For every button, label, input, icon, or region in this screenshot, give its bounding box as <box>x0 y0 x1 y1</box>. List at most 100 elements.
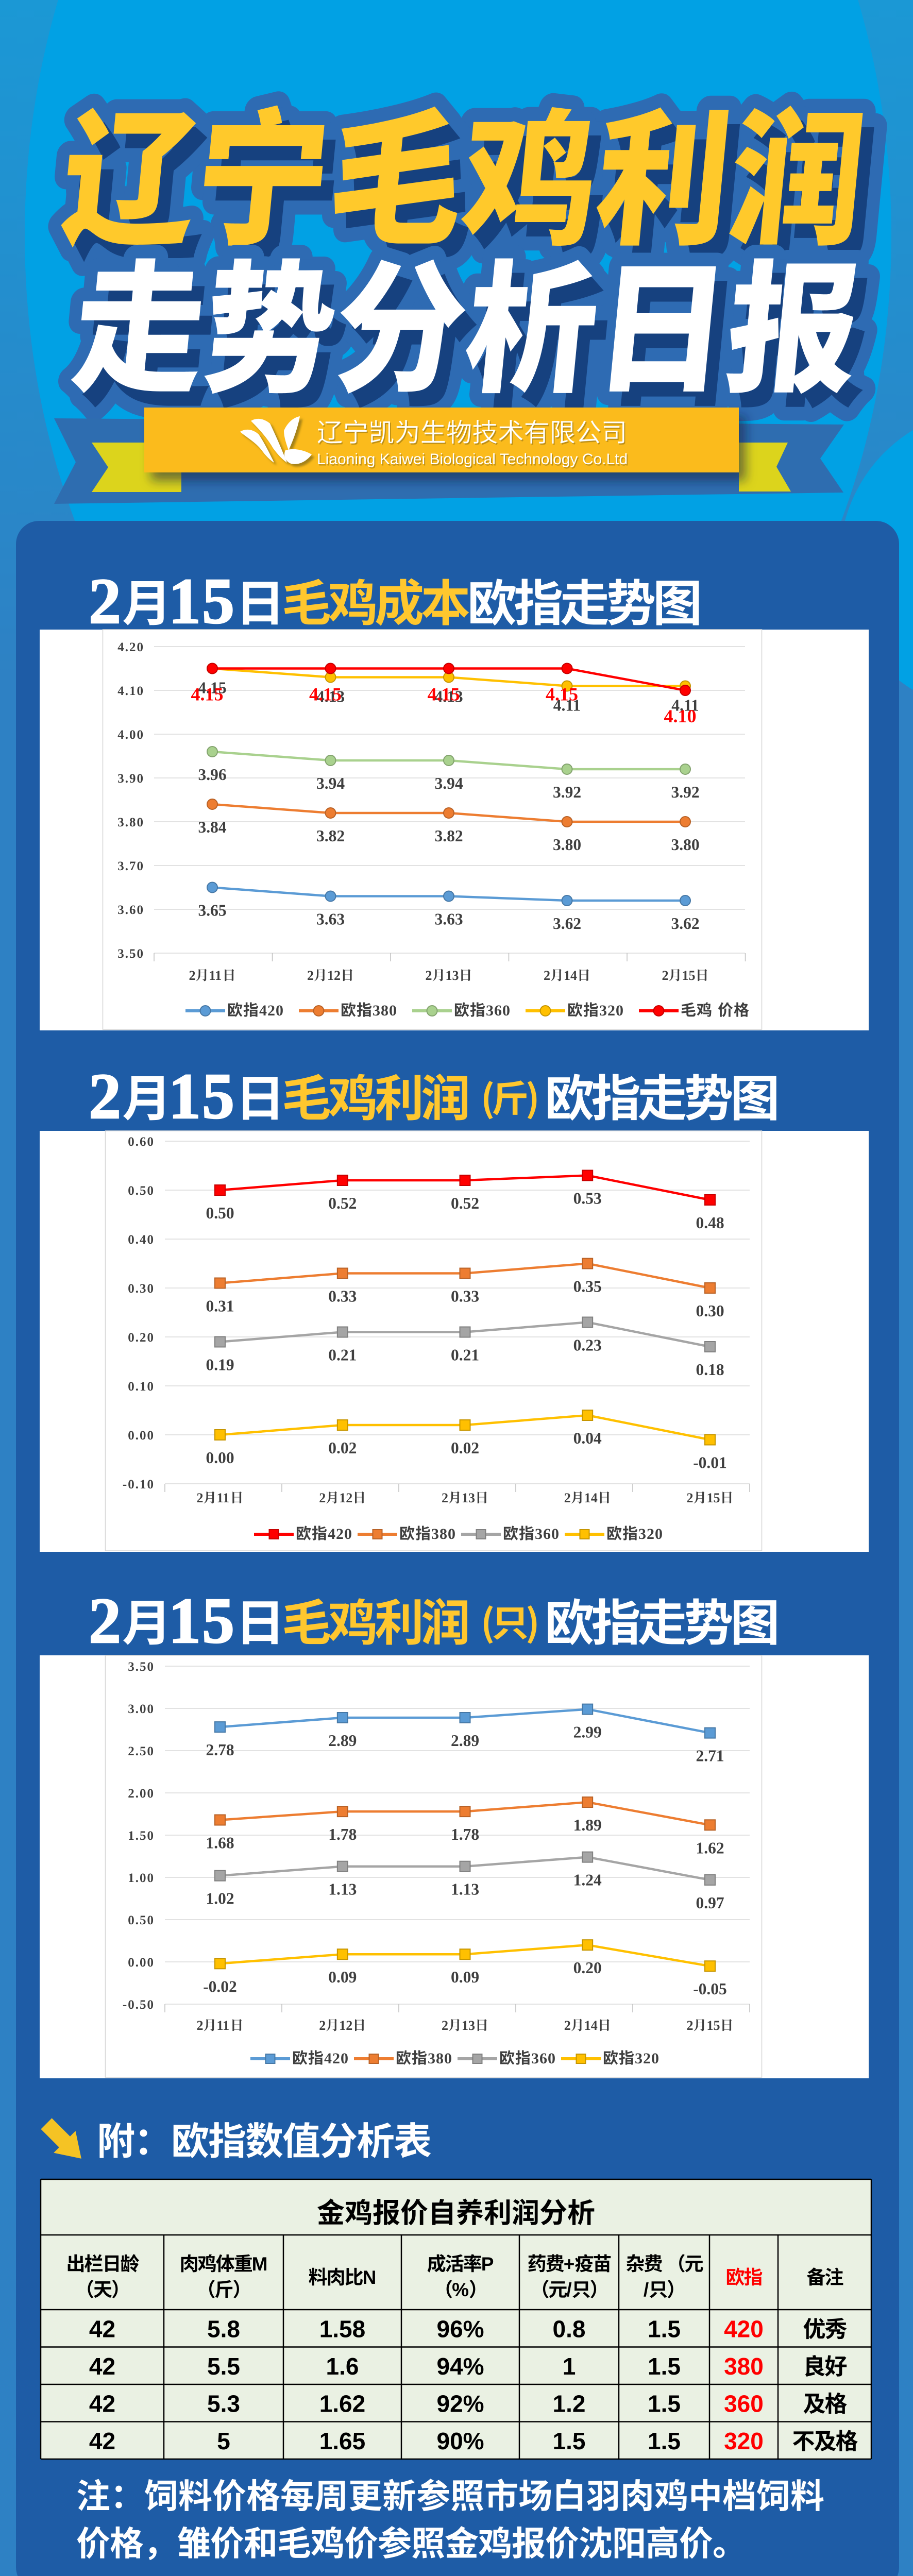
svg-text:2: 2 <box>89 566 122 637</box>
svg-text:420: 420 <box>259 1002 284 1019</box>
svg-text:4.11: 4.11 <box>553 697 581 715</box>
svg-text:4.00: 4.00 <box>117 728 144 742</box>
svg-text:380: 380 <box>428 2050 452 2067</box>
svg-text:0.10: 0.10 <box>128 1380 155 1394</box>
svg-text:-0.05: -0.05 <box>693 1980 727 1998</box>
svg-text:3.00: 3.00 <box>128 1702 155 1716</box>
svg-text:Liaoning Kaiwei Biological Tec: Liaoning Kaiwei Biological Technology Co… <box>318 452 629 469</box>
svg-text:4.13: 4.13 <box>316 688 345 706</box>
svg-text:2.89: 2.89 <box>328 1732 357 1750</box>
svg-text:1.02: 1.02 <box>206 1890 234 1908</box>
svg-text:/: / <box>644 2279 649 2300</box>
svg-text:380: 380 <box>373 1002 397 1019</box>
svg-text:13: 13 <box>446 968 459 983</box>
svg-text:3.62: 3.62 <box>671 914 699 933</box>
svg-text:3.92: 3.92 <box>553 783 581 801</box>
svg-text:1.62: 1.62 <box>319 2390 366 2417</box>
svg-text:380: 380 <box>724 2353 764 2380</box>
svg-text:4.10: 4.10 <box>117 684 144 698</box>
svg-text:12: 12 <box>339 2018 352 2033</box>
svg-text:15: 15 <box>707 2018 720 2033</box>
svg-text:1.5: 1.5 <box>648 2390 681 2417</box>
svg-text:360: 360 <box>486 1002 511 1019</box>
svg-text:1.5: 1.5 <box>648 2428 681 2454</box>
svg-text:380: 380 <box>431 1526 456 1543</box>
svg-text:0.97: 0.97 <box>696 1894 724 1912</box>
svg-text:3.80: 3.80 <box>553 836 581 854</box>
svg-text:320: 320 <box>638 1526 663 1543</box>
svg-text:3.63: 3.63 <box>434 910 463 928</box>
svg-text:2: 2 <box>89 1061 122 1132</box>
svg-text:3.82: 3.82 <box>316 827 345 845</box>
svg-text:3.96: 3.96 <box>198 766 226 784</box>
svg-text:0.48: 0.48 <box>696 1214 724 1232</box>
svg-text:2: 2 <box>662 968 669 983</box>
svg-text:0.35: 0.35 <box>573 1278 602 1296</box>
svg-text:0.60: 0.60 <box>128 1135 155 1149</box>
svg-text:3.94: 3.94 <box>316 774 345 792</box>
svg-text:2: 2 <box>197 2018 204 2033</box>
svg-text:3.70: 3.70 <box>117 859 144 873</box>
svg-text:2: 2 <box>687 1490 694 1505</box>
svg-text:0.20: 0.20 <box>128 1331 155 1345</box>
svg-text:0.53: 0.53 <box>573 1190 602 1208</box>
svg-text:2.89: 2.89 <box>451 1732 479 1750</box>
svg-text:%: % <box>452 2279 469 2300</box>
svg-text:3.84: 3.84 <box>198 818 226 836</box>
svg-text:0.00: 0.00 <box>128 1429 155 1443</box>
svg-text:0.09: 0.09 <box>451 1968 479 1986</box>
svg-text:2.50: 2.50 <box>128 1744 155 1758</box>
svg-text:1.6: 1.6 <box>326 2353 359 2380</box>
svg-text:0.04: 0.04 <box>573 1429 602 1447</box>
svg-text:360: 360 <box>535 1526 560 1543</box>
svg-text:2: 2 <box>319 1490 326 1505</box>
svg-text:0.30: 0.30 <box>128 1282 155 1296</box>
svg-text:4.20: 4.20 <box>117 640 144 654</box>
svg-text:3.50: 3.50 <box>128 1660 155 1674</box>
svg-text:0.02: 0.02 <box>451 1439 479 1457</box>
svg-text:2: 2 <box>442 2018 448 2033</box>
svg-text:3.63: 3.63 <box>316 910 345 928</box>
svg-text:11: 11 <box>217 2018 230 2033</box>
svg-text:0.31: 0.31 <box>206 1297 234 1315</box>
svg-text:42: 42 <box>89 2353 115 2380</box>
svg-text:2: 2 <box>544 968 550 983</box>
svg-text:2.78: 2.78 <box>206 1741 234 1759</box>
svg-text:1.89: 1.89 <box>573 1816 602 1834</box>
svg-text:-0.02: -0.02 <box>203 1977 237 1995</box>
svg-text:3.62: 3.62 <box>553 914 581 933</box>
svg-text:420: 420 <box>724 2315 764 2342</box>
svg-text:15: 15 <box>707 1490 720 1505</box>
svg-text:1.00: 1.00 <box>128 1871 155 1885</box>
svg-text:420: 420 <box>324 2050 349 2067</box>
svg-text:2: 2 <box>307 968 314 983</box>
svg-text:4.15: 4.15 <box>309 684 342 705</box>
svg-text:320: 320 <box>599 1002 624 1019</box>
svg-text:360: 360 <box>724 2390 764 2417</box>
svg-text:360: 360 <box>531 2050 556 2067</box>
svg-text:4.15: 4.15 <box>198 679 226 697</box>
svg-text:3.60: 3.60 <box>117 903 144 917</box>
svg-text:1.78: 1.78 <box>328 1825 357 1843</box>
svg-text:1.62: 1.62 <box>696 1839 724 1857</box>
svg-text:0.21: 0.21 <box>451 1346 479 1364</box>
svg-text:0.50: 0.50 <box>206 1204 234 1222</box>
svg-text:1: 1 <box>563 2353 576 2380</box>
svg-text:2.00: 2.00 <box>128 1787 155 1801</box>
svg-text:1.50: 1.50 <box>128 1829 155 1843</box>
svg-text:0.00: 0.00 <box>128 1956 155 1970</box>
svg-text:90%: 90% <box>437 2428 484 2454</box>
svg-text:320: 320 <box>635 2050 660 2067</box>
svg-text:0.52: 0.52 <box>328 1194 357 1212</box>
svg-text:12: 12 <box>339 1490 352 1505</box>
svg-text:1.68: 1.68 <box>206 1834 234 1852</box>
svg-text:4.15: 4.15 <box>428 684 460 705</box>
svg-text:1.5: 1.5 <box>648 2353 681 2380</box>
svg-text:42: 42 <box>89 2390 115 2417</box>
svg-text:94%: 94% <box>437 2353 484 2380</box>
svg-text:3.94: 3.94 <box>434 774 463 792</box>
svg-text:11: 11 <box>217 1490 230 1505</box>
svg-text:2: 2 <box>197 1490 204 1505</box>
svg-text:0.8: 0.8 <box>553 2315 586 2342</box>
svg-text:-0.01: -0.01 <box>693 1454 727 1472</box>
